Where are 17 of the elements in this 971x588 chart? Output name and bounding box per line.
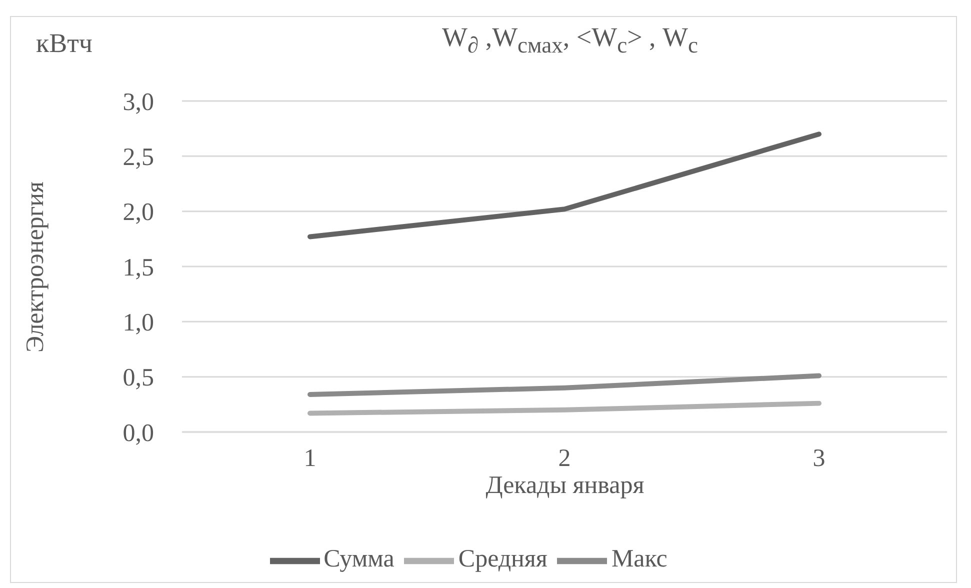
x-axis-title: Декады января — [484, 472, 646, 500]
y-tick-label: 1,5 — [122, 254, 154, 282]
legend-label: Макс — [611, 546, 668, 573]
y-tick-label: 1,0 — [122, 310, 154, 337]
y-tick-label: 2,5 — [122, 144, 154, 172]
x-tick-label: 3 — [812, 444, 826, 472]
y-tick-label: 2,0 — [122, 199, 154, 226]
y-tick-label: 0,5 — [122, 364, 154, 392]
x-tick-label: 1 — [304, 444, 316, 472]
chart-title: W$_{∂}$ ,W$_{смах}$, <W$_{с}$> , W$_{с}$ — [440, 22, 700, 58]
legend-label: Средняя — [458, 546, 548, 573]
y-axis-title: Электроэнергия — [22, 182, 50, 352]
y-tick-label: 0,0 — [122, 420, 154, 447]
y-tick-label: 3,0 — [122, 88, 154, 116]
text: кВтч — [36, 28, 93, 59]
x-tick-label: 2 — [558, 444, 571, 472]
legend-label: Сумма — [324, 546, 394, 573]
